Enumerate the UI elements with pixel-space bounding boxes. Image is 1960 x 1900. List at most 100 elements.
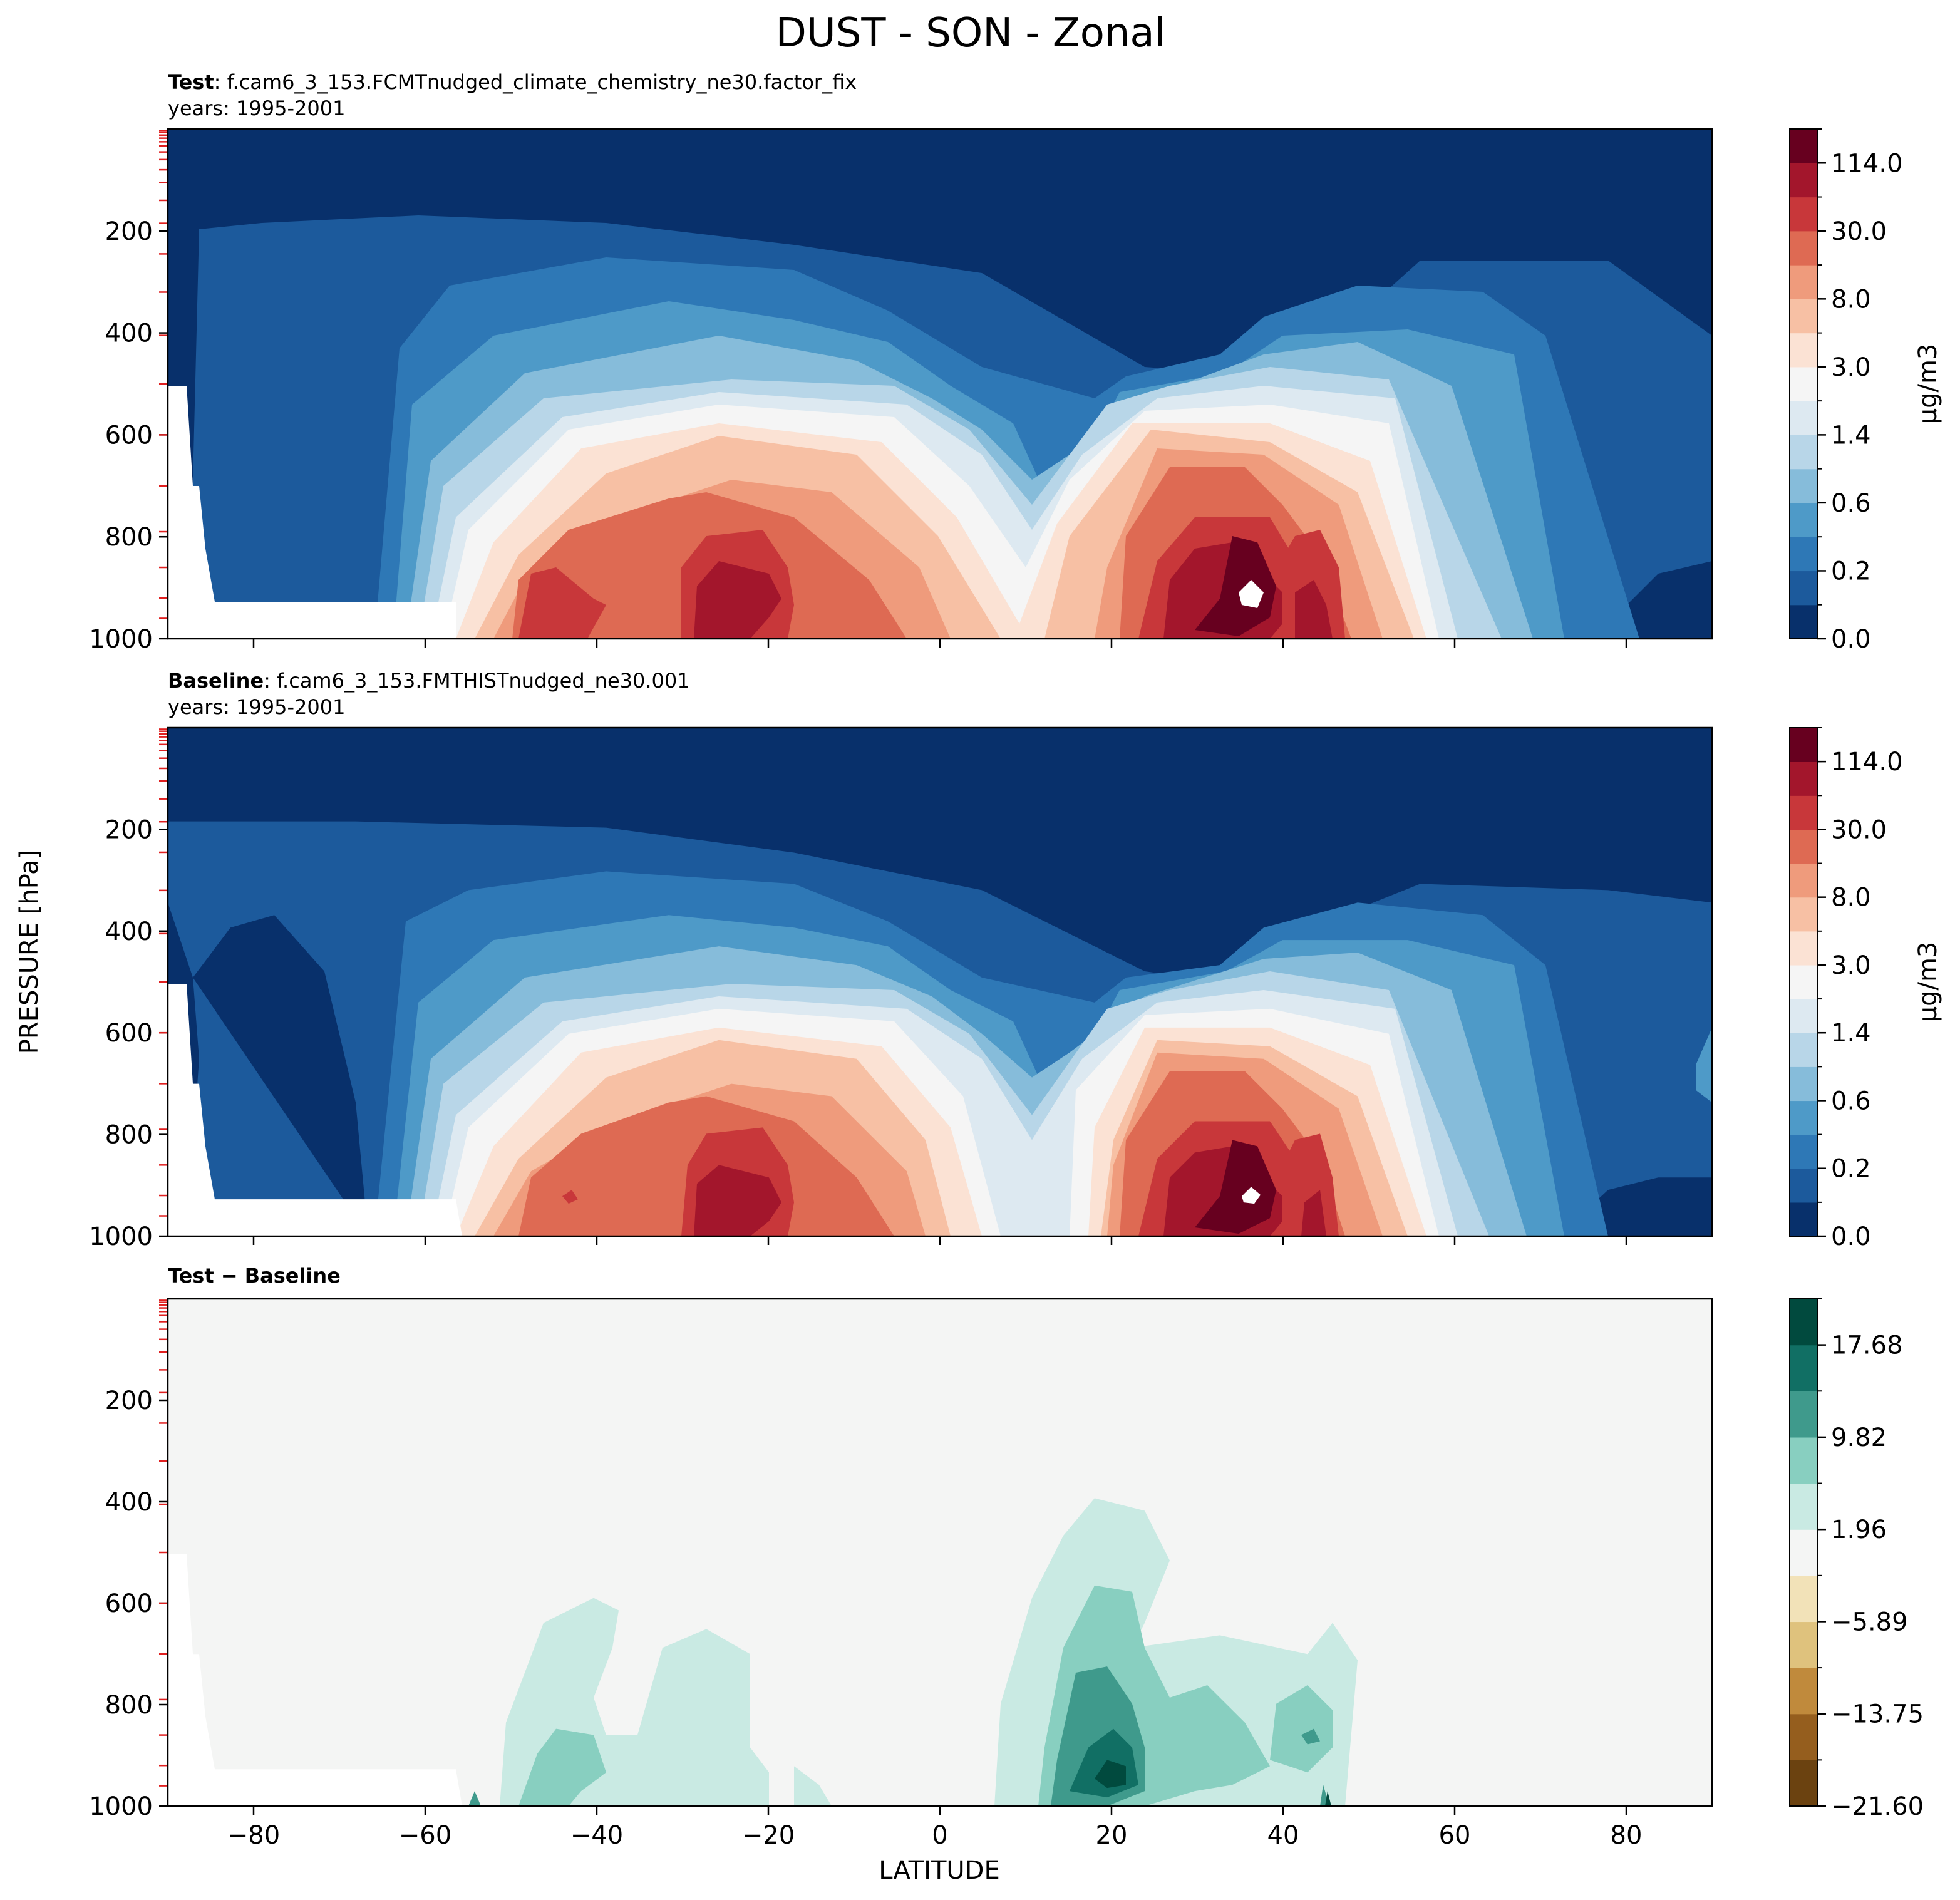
missing-data-polar	[168, 1554, 462, 1806]
colorbar-swatch	[1790, 1483, 1817, 1530]
x-tick-label: −60	[399, 1821, 451, 1850]
colorbar-tick-label: 0.6	[1831, 489, 1871, 518]
colorbar-swatch	[1790, 299, 1817, 334]
colorbar-swatch	[1790, 1134, 1817, 1169]
colorbar-tick-label: 0.6	[1831, 1087, 1871, 1115]
colorbar-swatch	[1790, 762, 1817, 796]
colorbar-tick-label: 0.0	[1831, 625, 1871, 654]
y-axis-label: PRESSURE [hPa]	[15, 850, 44, 1054]
colorbar-swatch	[1790, 1668, 1817, 1715]
colorbar-swatch	[1790, 366, 1817, 401]
colorbar-swatch	[1790, 728, 1817, 762]
colorbar-swatch	[1790, 537, 1817, 572]
y-axis-diff: 200 400 600 800 1000	[89, 1299, 168, 1821]
y-tick-label: 400	[105, 917, 153, 946]
colorbar-swatch	[1790, 571, 1817, 606]
colorbar-tick-label: 9.82	[1831, 1423, 1887, 1452]
contour-level-13	[694, 1146, 1326, 1236]
colorbar-swatch	[1790, 230, 1817, 266]
y-tick-label: 800	[105, 1691, 153, 1720]
x-ticks-baseline	[252, 1236, 1627, 1245]
plot-area-test	[168, 129, 1712, 639]
colorbar-swatch	[1790, 1529, 1817, 1576]
colorbar-swatch	[1790, 795, 1817, 830]
contour-level-pos-5	[1095, 1760, 1331, 1806]
y-tick-label: 400	[105, 319, 153, 348]
colorbar-tick-label: 8.0	[1831, 884, 1871, 912]
colorbar-tick-label: −13.75	[1831, 1700, 1924, 1729]
colorbar-swatch	[1790, 197, 1817, 232]
colorbar-swatch	[1790, 1202, 1817, 1237]
y-tick-label: 1000	[89, 1222, 153, 1251]
missing-data-polar	[168, 983, 462, 1236]
colorbar-swatch	[1790, 502, 1817, 537]
colorbar-tick-label: 1.4	[1831, 1019, 1871, 1048]
plot-area-baseline	[168, 728, 1712, 1236]
colorbar-swatch	[1790, 931, 1817, 966]
panel-test-title: Test: f.cam6_3_153.FCMTnudged_climate_ch…	[168, 70, 857, 94]
colorbar-tick-label: 1.96	[1831, 1515, 1887, 1544]
colorbar-tick-label: 114.0	[1831, 149, 1903, 178]
colorbar-swatch	[1790, 1033, 1817, 1067]
colorbar-tick-label: 3.0	[1831, 951, 1871, 980]
colorbar-tick-label: 0.2	[1831, 1155, 1871, 1184]
contour-level-13	[694, 542, 1333, 639]
colorbar-swatch	[1790, 1713, 1817, 1760]
colorbar-swatch	[1790, 1168, 1817, 1203]
y-tick-label: 800	[105, 523, 153, 552]
colorbar-frame	[1789, 128, 1818, 639]
x-tick-label: −40	[570, 1821, 623, 1850]
colorbar-tick-label: 3.0	[1831, 353, 1871, 382]
colorbar-tick-label: 30.0	[1831, 815, 1887, 844]
colorbar-tick-label: 0.0	[1831, 1222, 1871, 1251]
y-tick-label: 200	[105, 815, 153, 844]
x-ticks-test	[252, 639, 1627, 648]
x-tick-label: 60	[1439, 1821, 1471, 1850]
contour-level-3-edge	[1696, 1027, 1712, 1236]
colorbar-swatch	[1790, 129, 1817, 163]
y-tick-label: 400	[105, 1488, 153, 1517]
colorbar-label-test: μg/m3	[1914, 344, 1942, 425]
contour-level-14	[1195, 536, 1276, 636]
colorbar-tick-label: 8.0	[1831, 285, 1871, 314]
y-tick-label: 1000	[89, 625, 153, 654]
panel-baseline: Baseline: f.cam6_3_153.FMTHISTnudged_ne3…	[89, 669, 1942, 1251]
colorbar-test: 0.0 0.2 0.6 1.4 3.0 8.0 30.0 114.0	[1789, 128, 1903, 654]
y-tick-label: 1000	[89, 1792, 153, 1821]
colorbar-swatch	[1790, 1760, 1817, 1807]
x-tick-label: 0	[932, 1821, 947, 1850]
y-tick-label: 600	[105, 1589, 153, 1618]
colorbar-tick-label: −5.89	[1831, 1608, 1908, 1636]
colorbar-diff: −21.60 −13.75 −5.89 1.96 9.82 17.68	[1789, 1298, 1924, 1821]
colorbar-swatch	[1790, 863, 1817, 898]
y-axis-baseline: 200 400 600 800 1000	[89, 728, 168, 1251]
colorbar-swatch	[1790, 1345, 1817, 1391]
panel-diff-title: Test − Baseline	[168, 1264, 341, 1288]
colorbar-swatch	[1790, 999, 1817, 1033]
y-tick-label: 600	[105, 1019, 153, 1048]
colorbar-baseline: 0.0 0.2 0.6 1.4 3.0 8.0 30.0 114.0	[1789, 727, 1903, 1251]
colorbar-tick-label: 30.0	[1831, 217, 1887, 246]
x-tick-label: 80	[1611, 1821, 1643, 1850]
x-ticks-diff: −80 −60 −40 −20 0 20 40 60 80	[227, 1806, 1643, 1850]
contour-level-14	[1195, 1140, 1276, 1234]
colorbar-swatch	[1790, 1621, 1817, 1668]
x-tick-label: 20	[1096, 1821, 1128, 1850]
colorbar-frame	[1789, 727, 1818, 1237]
panel-test: Test: f.cam6_3_153.FCMTnudged_climate_ch…	[89, 70, 1942, 654]
colorbar-swatch	[1790, 897, 1817, 932]
colorbar-swatch	[1790, 1299, 1817, 1346]
colorbar-tick-label: 1.4	[1831, 421, 1871, 450]
y-tick-label: 200	[105, 217, 153, 246]
colorbar-tick-label: 114.0	[1831, 748, 1903, 777]
y-tick-label: 200	[105, 1386, 153, 1415]
x-axis-label: LATITUDE	[879, 1856, 999, 1885]
y-tick-label: 800	[105, 1121, 153, 1150]
colorbar-frame	[1789, 1298, 1818, 1807]
x-tick-label: −80	[227, 1821, 280, 1850]
colorbar-swatch	[1790, 1066, 1817, 1102]
figure-title: DUST - SON - Zonal	[776, 10, 1166, 56]
colorbar-swatch	[1790, 1575, 1817, 1623]
